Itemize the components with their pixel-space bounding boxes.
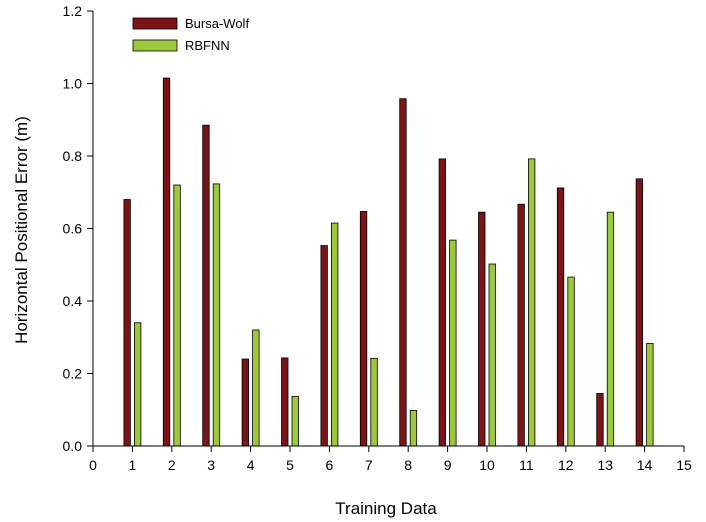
- bar-bursa-wolf-11: [517, 203, 525, 447]
- x-tick-label: 13: [597, 457, 613, 473]
- bar-bursa-wolf-12: [556, 187, 565, 447]
- bar-bursa-wolf-6: [320, 245, 328, 447]
- x-tick-label: 1: [129, 457, 137, 473]
- y-tick-label: 0.0: [63, 438, 83, 454]
- x-tick-label: 3: [207, 457, 215, 473]
- bar-bursa-wolf-4: [241, 358, 250, 447]
- bar-bursa-wolf-5: [281, 357, 289, 447]
- y-tick-label: 0.6: [63, 221, 83, 237]
- x-axis-title: Training Data: [335, 499, 437, 518]
- bar-bursa-wolf-7: [359, 211, 368, 447]
- bar-bursa-wolf-2: [162, 77, 171, 447]
- bar-bursa-wolf-14: [635, 178, 643, 447]
- x-tick-label: 11: [519, 457, 534, 473]
- x-tick-label: 10: [479, 457, 495, 473]
- bar-rbfnn-2: [173, 184, 181, 447]
- x-tick-label: 12: [558, 457, 574, 473]
- bar-bursa-wolf-8: [399, 98, 407, 447]
- bar-rbfnn-10: [488, 263, 496, 447]
- bar-rbfnn-6: [330, 222, 339, 447]
- bar-rbfnn-3: [212, 183, 221, 447]
- bar-rbfnn-5: [291, 395, 299, 447]
- x-tick-label: 9: [444, 457, 452, 473]
- x-axis: 0 1 2 3 4 5 6 7 8 9 10 11 12 13 14 15: [89, 445, 692, 473]
- bar-bursa-wolf-9: [438, 158, 447, 447]
- y-axis-title: Horizontal Positional Error (m): [12, 116, 31, 344]
- bar-bursa-wolf-13: [596, 393, 604, 447]
- x-tick-label: 14: [637, 457, 653, 473]
- y-tick-label: 1.2: [63, 3, 83, 19]
- legend-swatch-bursa-wolf: [132, 17, 178, 30]
- plot-area: [123, 77, 654, 447]
- bar-bursa-wolf-1: [123, 199, 131, 447]
- x-tick-label: 4: [247, 457, 255, 473]
- bar-bursa-wolf-3: [202, 124, 210, 447]
- bar-rbfnn-1: [133, 322, 142, 447]
- bar-rbfnn-7: [370, 357, 378, 447]
- bar-rbfnn-11: [528, 158, 536, 447]
- y-tick-label: 0.8: [63, 148, 83, 164]
- bar-rbfnn-14: [646, 343, 654, 447]
- x-tick-label: 6: [326, 457, 334, 473]
- y-axis: 0.0 0.2 0.4 0.6 0.8 1.0 1.2: [63, 3, 94, 454]
- y-tick-label: 0.4: [63, 293, 83, 309]
- y-tick-label: 1.0: [63, 76, 83, 92]
- bar-bursa-wolf-10: [478, 211, 486, 447]
- legend-swatch-rbfnn: [132, 39, 178, 52]
- bar-rbfnn-8: [409, 410, 418, 447]
- x-tick-label: 8: [404, 457, 412, 473]
- x-tick-label: 2: [168, 457, 176, 473]
- x-tick-label: 0: [89, 457, 97, 473]
- bar-rbfnn-9: [449, 239, 457, 447]
- x-tick-label: 5: [286, 457, 294, 473]
- legend-label-bursa-wolf: Bursa-Wolf: [185, 16, 249, 31]
- legend: Bursa-Wolf RBFNN: [132, 16, 249, 53]
- bar-rbfnn-12: [567, 276, 575, 447]
- x-tick-label: 7: [365, 457, 373, 473]
- bar-rbfnn-13: [606, 211, 615, 447]
- bar-rbfnn-4: [252, 329, 260, 447]
- legend-label-rbfnn: RBFNN: [185, 38, 230, 53]
- x-tick-label: 15: [676, 457, 692, 473]
- y-tick-label: 0.2: [63, 366, 83, 382]
